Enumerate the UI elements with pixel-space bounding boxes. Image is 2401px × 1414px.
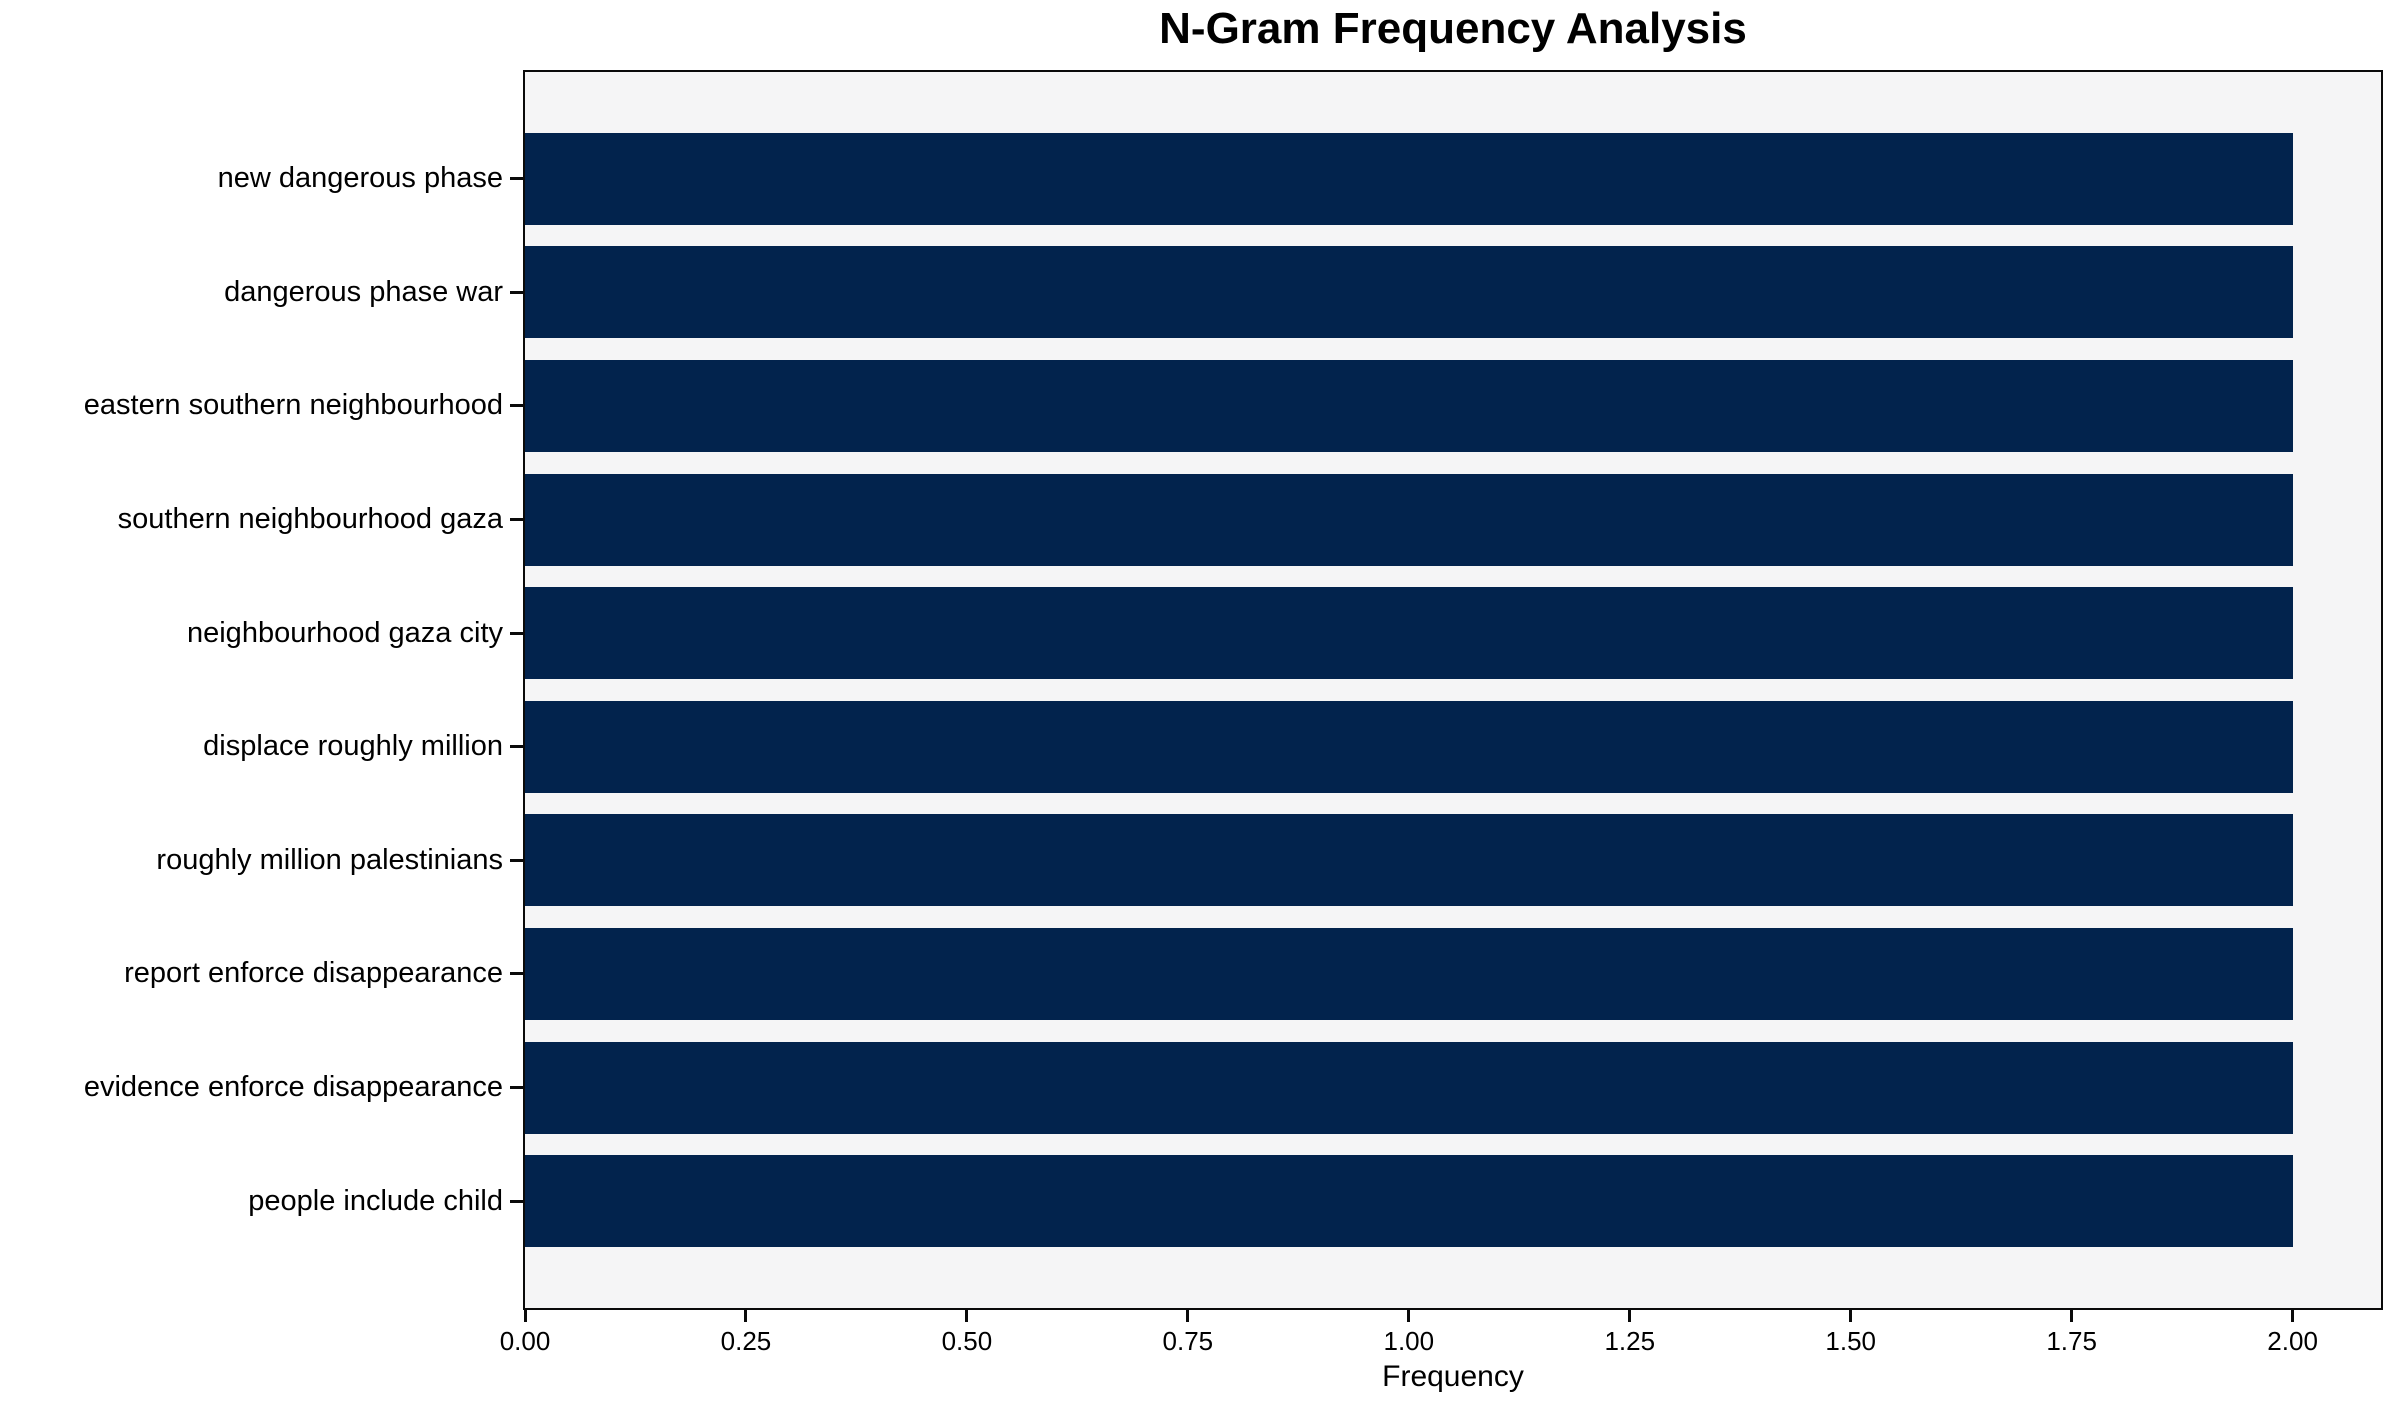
y-tick-mark bbox=[510, 972, 523, 976]
bar bbox=[525, 814, 2293, 907]
bar bbox=[525, 1155, 2293, 1248]
y-label-row: evidence enforce disappearance bbox=[0, 1031, 523, 1145]
x-tick-label: 1.75 bbox=[2046, 1326, 2097, 1356]
y-tick-mark bbox=[510, 404, 523, 408]
y-label-row: people include child bbox=[0, 1144, 523, 1258]
y-label-row: roughly million palestinians bbox=[0, 804, 523, 918]
bar-row bbox=[525, 1031, 2381, 1145]
bar-row bbox=[525, 349, 2381, 463]
bar bbox=[525, 359, 2293, 452]
y-tick-mark bbox=[510, 858, 523, 862]
x-tick-mark bbox=[1186, 1310, 1190, 1322]
x-tick-mark bbox=[965, 1310, 969, 1322]
bar-row bbox=[525, 236, 2381, 350]
x-tick-mark bbox=[744, 1310, 748, 1322]
y-label-row: displace roughly million bbox=[0, 690, 523, 804]
bar-row bbox=[525, 804, 2381, 918]
y-tick-label: evidence enforce disappearance bbox=[83, 1071, 503, 1104]
x-tick-mark bbox=[2070, 1310, 2074, 1322]
y-tick-label: dangerous phase war bbox=[224, 275, 503, 308]
x-tick-label: 2.00 bbox=[2267, 1326, 2318, 1356]
bar bbox=[525, 473, 2293, 566]
y-tick-mark bbox=[510, 745, 523, 749]
plot-area bbox=[523, 70, 2383, 1310]
x-axis-label: Frequency bbox=[1382, 1360, 1524, 1393]
bar bbox=[525, 927, 2293, 1020]
bar-row bbox=[525, 690, 2381, 804]
y-tick-label: roughly million palestinians bbox=[156, 843, 503, 876]
x-tick-label: 0.00 bbox=[499, 1326, 551, 1356]
y-tick-mark bbox=[510, 1086, 523, 1090]
x-axis-ticks: 0.00 0.25 0.50 0.75 1.00 1.25 1.50 1.75 2.00 bbox=[500, 1310, 2383, 1380]
y-tick-mark bbox=[510, 290, 523, 294]
x-tick-mark bbox=[1628, 1310, 1632, 1322]
y-tick-mark bbox=[510, 518, 523, 522]
bar-row bbox=[525, 122, 2381, 236]
y-tick-label: neighbourhood gaza city bbox=[186, 616, 503, 649]
y-label-row: new dangerous phase bbox=[0, 122, 523, 236]
y-label-row: neighbourhood gaza city bbox=[0, 576, 523, 690]
y-tick-label: people include child bbox=[248, 1184, 503, 1217]
bar-row bbox=[525, 576, 2381, 690]
bar bbox=[525, 587, 2293, 680]
bar bbox=[525, 132, 2293, 225]
y-label-row: southern neighbourhood gaza bbox=[0, 463, 523, 577]
bar-row bbox=[525, 463, 2381, 577]
y-label-row: report enforce disappearance bbox=[0, 917, 523, 1031]
y-tick-label: displace roughly million bbox=[203, 730, 503, 763]
bar-row bbox=[525, 917, 2381, 1031]
bar-row bbox=[525, 1144, 2381, 1258]
x-tick-label: 1.50 bbox=[1825, 1326, 1877, 1356]
bar bbox=[525, 1041, 2293, 1134]
y-tick-mark bbox=[510, 631, 523, 635]
x-tick-mark bbox=[523, 1310, 527, 1322]
y-tick-mark bbox=[510, 1199, 523, 1203]
bar bbox=[525, 700, 2293, 793]
x-tick-label: 0.50 bbox=[941, 1326, 993, 1356]
y-tick-label: new dangerous phase bbox=[217, 162, 503, 195]
x-tick-label: 1.25 bbox=[1604, 1326, 1656, 1356]
x-tick-mark bbox=[2291, 1310, 2295, 1322]
x-tick-label: 1.00 bbox=[1383, 1326, 1435, 1356]
bar bbox=[525, 246, 2293, 339]
y-axis-labels: new dangerous phase dangerous phase war ea… bbox=[0, 70, 523, 1310]
y-label-row: dangerous phase war bbox=[0, 236, 523, 350]
y-tick-label: report enforce disappearance bbox=[124, 957, 503, 990]
y-tick-mark bbox=[510, 177, 523, 181]
x-tick-mark bbox=[1407, 1310, 1411, 1322]
y-tick-label: southern neighbourhood gaza bbox=[117, 503, 503, 536]
chart-title: N-Gram Frequency Analysis bbox=[1159, 4, 1747, 53]
y-tick-label: eastern southern neighbourhood bbox=[83, 389, 503, 422]
y-label-row: eastern southern neighbourhood bbox=[0, 349, 523, 463]
x-tick-mark bbox=[1849, 1310, 1853, 1322]
x-tick-label: 0.75 bbox=[1162, 1326, 1214, 1356]
x-tick-label: 0.25 bbox=[720, 1326, 772, 1356]
